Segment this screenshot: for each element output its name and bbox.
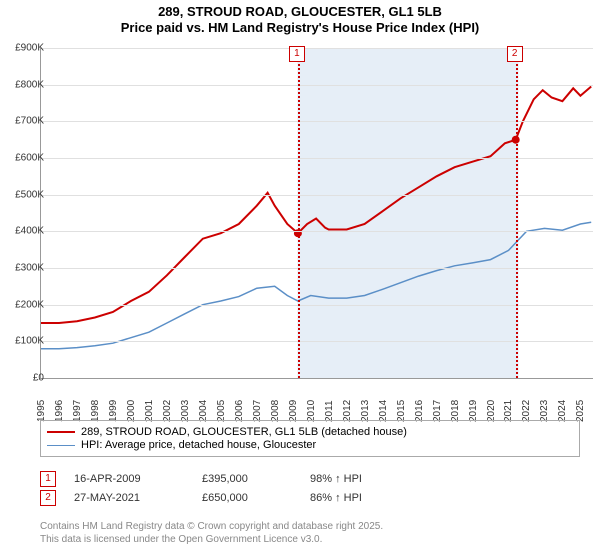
y-axis-label: £0 xyxy=(33,373,44,384)
x-axis-label: 1999 xyxy=(108,400,119,422)
x-axis-label: 2009 xyxy=(288,400,299,422)
gridline xyxy=(41,121,593,122)
legend-label: 289, STROUD ROAD, GLOUCESTER, GL1 5LB (d… xyxy=(81,426,407,438)
sale-date: 27-MAY-2021 xyxy=(74,492,184,504)
legend-swatch-hpi xyxy=(47,445,75,446)
table-row: 1 16-APR-2009 £395,000 98% ↑ HPI xyxy=(40,471,580,487)
legend-swatch-property xyxy=(47,431,75,433)
footnote-line: This data is licensed under the Open Gov… xyxy=(40,533,383,546)
x-axis-label: 2011 xyxy=(324,400,335,422)
x-axis-label: 2025 xyxy=(575,400,586,422)
x-axis-label: 2018 xyxy=(450,400,461,422)
x-axis-label: 1996 xyxy=(54,400,65,422)
sale-marker-box: 2 xyxy=(507,46,523,62)
y-axis-label: £400K xyxy=(15,226,44,237)
y-axis-label: £900K xyxy=(15,43,44,54)
gridline xyxy=(41,268,593,269)
series-line-hpi xyxy=(41,222,591,349)
y-axis-label: £100K xyxy=(15,336,44,347)
x-axis-label: 2020 xyxy=(486,400,497,422)
y-axis-label: £200K xyxy=(15,299,44,310)
x-axis-label: 1997 xyxy=(72,400,83,422)
legend-label: HPI: Average price, detached house, Glou… xyxy=(81,439,316,451)
gridline xyxy=(41,231,593,232)
sale-hpi: 98% ↑ HPI xyxy=(310,473,400,485)
x-axis-label: 2022 xyxy=(521,400,532,422)
sale-price: £650,000 xyxy=(202,492,292,504)
legend-item: 289, STROUD ROAD, GLOUCESTER, GL1 5LB (d… xyxy=(47,426,573,438)
x-axis-label: 2007 xyxy=(252,400,263,422)
sale-index-box: 1 xyxy=(40,471,56,487)
sale-price: £395,000 xyxy=(202,473,292,485)
x-axis-label: 2004 xyxy=(198,400,209,422)
sale-marker-line xyxy=(516,48,518,378)
x-axis-label: 2014 xyxy=(378,400,389,422)
sale-marker-line xyxy=(298,48,300,378)
x-axis-label: 2003 xyxy=(180,400,191,422)
legend: 289, STROUD ROAD, GLOUCESTER, GL1 5LB (d… xyxy=(40,420,580,457)
sales-table: 1 16-APR-2009 £395,000 98% ↑ HPI 2 27-MA… xyxy=(40,468,580,509)
gridline xyxy=(41,341,593,342)
y-axis-label: £800K xyxy=(15,79,44,90)
footnote: Contains HM Land Registry data © Crown c… xyxy=(40,520,383,546)
title-block: 289, STROUD ROAD, GLOUCESTER, GL1 5LB Pr… xyxy=(0,0,600,35)
x-axis-label: 2001 xyxy=(144,400,155,422)
x-axis-labels: 1995199619971998199920002001200220032004… xyxy=(40,380,592,420)
x-axis-label: 2021 xyxy=(503,400,514,422)
y-axis-label: £600K xyxy=(15,153,44,164)
x-axis-label: 2000 xyxy=(126,400,137,422)
sale-index-box: 2 xyxy=(40,490,56,506)
x-axis-label: 2015 xyxy=(396,400,407,422)
sale-date: 16-APR-2009 xyxy=(74,473,184,485)
x-axis-label: 2010 xyxy=(306,400,317,422)
x-axis-label: 2017 xyxy=(432,400,443,422)
x-axis-label: 2019 xyxy=(468,400,479,422)
y-axis-label: £300K xyxy=(15,263,44,274)
footnote-line: Contains HM Land Registry data © Crown c… xyxy=(40,520,383,533)
x-axis-label: 2013 xyxy=(360,400,371,422)
title-subtitle: Price paid vs. HM Land Registry's House … xyxy=(0,20,600,35)
table-row: 2 27-MAY-2021 £650,000 86% ↑ HPI xyxy=(40,490,580,506)
gridline xyxy=(41,305,593,306)
gridline xyxy=(41,158,593,159)
x-axis-label: 1995 xyxy=(36,400,47,422)
x-axis-label: 2024 xyxy=(557,400,568,422)
x-axis-label: 2005 xyxy=(216,400,227,422)
sale-marker-box: 1 xyxy=(289,46,305,62)
y-axis-label: £700K xyxy=(15,116,44,127)
chart-plot-area xyxy=(40,48,593,379)
chart-container: 289, STROUD ROAD, GLOUCESTER, GL1 5LB Pr… xyxy=(0,0,600,560)
chart-svg xyxy=(41,48,593,378)
sale-hpi: 86% ↑ HPI xyxy=(310,492,400,504)
x-axis-label: 1998 xyxy=(90,400,101,422)
title-address: 289, STROUD ROAD, GLOUCESTER, GL1 5LB xyxy=(0,4,600,19)
gridline xyxy=(41,85,593,86)
gridline xyxy=(41,195,593,196)
legend-item: HPI: Average price, detached house, Glou… xyxy=(47,439,573,451)
x-axis-label: 2016 xyxy=(414,400,425,422)
x-axis-label: 2008 xyxy=(270,400,281,422)
x-axis-label: 2002 xyxy=(162,400,173,422)
y-axis-label: £500K xyxy=(15,189,44,200)
x-axis-label: 2006 xyxy=(234,400,245,422)
x-axis-label: 2023 xyxy=(539,400,550,422)
x-axis-label: 2012 xyxy=(342,400,353,422)
